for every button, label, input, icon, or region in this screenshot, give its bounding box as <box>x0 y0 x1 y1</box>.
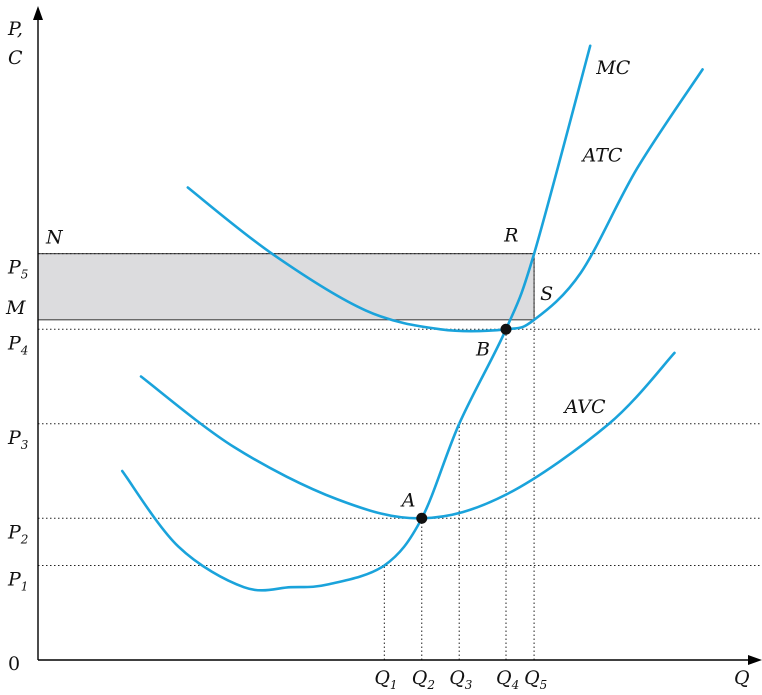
labels-layer: P1 P2 P3 P4 P5 Q1 Q2 Q3 Q4 Q5 MC ATC AVC A B N M R S <box>5 57 631 692</box>
y-axis-arrow <box>33 6 43 20</box>
area-label-s: S <box>540 283 553 305</box>
curves-layer <box>120 44 704 592</box>
x-axis-arrow <box>748 655 762 665</box>
x-tick-label-q1: Q1 <box>374 667 397 692</box>
avc-label: AVC <box>562 396 605 418</box>
x-tick-label-q5: Q5 <box>524 667 547 692</box>
y-axis-label-line2: C <box>8 47 23 69</box>
point-a <box>416 512 428 524</box>
atc-label: ATC <box>581 144 623 166</box>
origin-label: 0 <box>8 653 20 675</box>
point-label-a: A <box>400 489 416 511</box>
y-axis-label-line1: P, <box>7 18 23 40</box>
axes-layer: P, C Q 0 <box>7 6 762 689</box>
x-tick-label-q2: Q2 <box>412 667 435 692</box>
y-tick-label-p4: P4 <box>7 332 28 357</box>
point-b <box>500 323 512 335</box>
y-tick-label-p2: P2 <box>7 521 28 546</box>
y-tick-label-p5: P5 <box>7 257 28 282</box>
area-label-n: N <box>45 227 64 249</box>
point-label-b: B <box>475 338 490 360</box>
y-tick-label-p3: P3 <box>7 427 29 452</box>
area-label-m: M <box>5 297 26 319</box>
y-tick-label-p1: P1 <box>7 569 28 594</box>
mc-curve <box>120 44 592 592</box>
area-label-r: R <box>503 225 518 247</box>
mc-label: MC <box>595 57 630 79</box>
x-tick-label-q4: Q4 <box>496 667 519 692</box>
x-tick-label-q3: Q3 <box>449 667 473 692</box>
x-axis-label: Q <box>734 667 750 689</box>
